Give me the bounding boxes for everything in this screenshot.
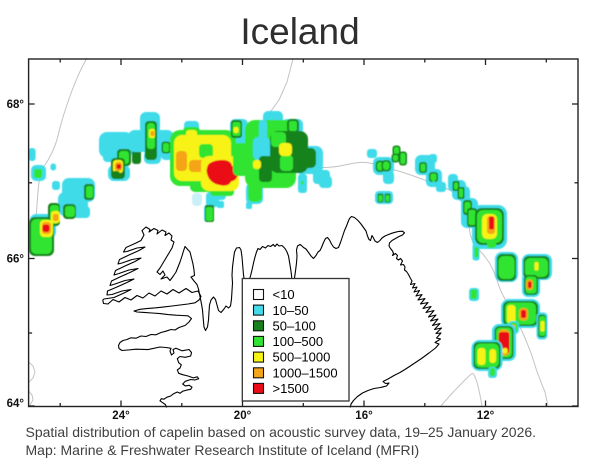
svg-text:16°: 16° [355, 410, 373, 422]
svg-text:10–50: 10–50 [273, 303, 309, 318]
svg-text:64°: 64° [7, 398, 25, 410]
svg-text:68°: 68° [7, 99, 25, 111]
svg-text:1000–1500: 1000–1500 [273, 365, 338, 380]
svg-text:50–100: 50–100 [273, 318, 316, 333]
svg-text:100–500: 100–500 [273, 334, 324, 349]
svg-text:<10: <10 [273, 287, 295, 302]
svg-text:500–1000: 500–1000 [273, 350, 331, 365]
svg-text:66°: 66° [7, 254, 25, 266]
svg-text:Map: Marine & Freshwater Resea: Map: Marine & Freshwater Research Instit… [26, 442, 420, 458]
svg-text:>1500: >1500 [273, 381, 310, 396]
svg-text:Iceland: Iceland [240, 11, 359, 52]
svg-text:24°: 24° [112, 410, 130, 422]
svg-text:Spatial distribution of capeli: Spatial distribution of capelin based on… [26, 424, 537, 440]
svg-text:20°: 20° [234, 410, 252, 422]
svg-text:12°: 12° [477, 410, 495, 422]
